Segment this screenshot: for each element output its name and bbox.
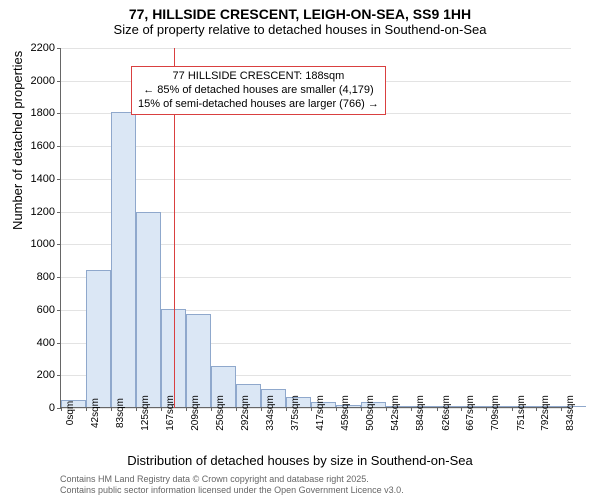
x-axis-label: Distribution of detached houses by size … (0, 453, 600, 468)
xtick-label: 417sqm (315, 395, 326, 431)
xtick-mark (311, 407, 312, 411)
xtick-label: 292sqm (240, 395, 251, 431)
xtick-mark (186, 407, 187, 411)
histogram-chart: 0200400600800100012001400160018002000220… (60, 48, 570, 408)
xtick-mark (437, 407, 438, 411)
xtick-label: 834sqm (565, 395, 576, 431)
ytick-mark (57, 343, 61, 344)
xtick-mark (261, 407, 262, 411)
ytick-mark (57, 48, 61, 49)
xtick-label: 375sqm (290, 395, 301, 431)
ytick-label: 400 (15, 337, 55, 349)
xtick-mark (386, 407, 387, 411)
chart-subtitle: Size of property relative to detached ho… (0, 22, 600, 41)
xtick-mark (286, 407, 287, 411)
xtick-label: 792sqm (540, 395, 551, 431)
xtick-mark (161, 407, 162, 411)
xtick-mark (61, 407, 62, 411)
xtick-label: 584sqm (415, 395, 426, 431)
histogram-bar (136, 212, 161, 407)
xtick-mark (111, 407, 112, 411)
xtick-mark (486, 407, 487, 411)
xtick-label: 334sqm (265, 395, 276, 431)
xtick-label: 709sqm (490, 395, 501, 431)
xtick-label: 83sqm (115, 398, 126, 428)
ytick-label: 800 (15, 271, 55, 283)
ytick-mark (57, 179, 61, 180)
ytick-label: 1200 (15, 206, 55, 218)
annotation-box: 77 HILLSIDE CRESCENT: 188sqm← 85% of det… (131, 66, 386, 115)
histogram-bar (186, 314, 211, 407)
xtick-mark (536, 407, 537, 411)
gridline (61, 179, 571, 180)
histogram-bar (86, 270, 111, 407)
xtick-mark (211, 407, 212, 411)
ytick-label: 2000 (15, 75, 55, 87)
xtick-mark (361, 407, 362, 411)
xtick-label: 42sqm (90, 398, 101, 428)
xtick-label: 250sqm (215, 395, 226, 431)
ytick-label: 0 (15, 402, 55, 414)
ytick-mark (57, 277, 61, 278)
ytick-mark (57, 310, 61, 311)
annotation-line-1: 77 HILLSIDE CRESCENT: 188sqm (138, 70, 379, 84)
ytick-label: 1000 (15, 238, 55, 250)
footer-line-2: Contains public sector information licen… (60, 485, 404, 496)
footer-line-1: Contains HM Land Registry data © Crown c… (60, 474, 404, 485)
ytick-label: 1400 (15, 173, 55, 185)
ytick-label: 200 (15, 369, 55, 381)
xtick-mark (136, 407, 137, 411)
xtick-mark (411, 407, 412, 411)
ytick-mark (57, 146, 61, 147)
footer-attribution: Contains HM Land Registry data © Crown c… (60, 474, 404, 496)
gridline (61, 146, 571, 147)
xtick-mark (336, 407, 337, 411)
xtick-label: 500sqm (365, 395, 376, 431)
ytick-label: 1600 (15, 140, 55, 152)
xtick-label: 626sqm (441, 395, 452, 431)
xtick-label: 209sqm (190, 395, 201, 431)
xtick-mark (461, 407, 462, 411)
gridline (61, 48, 571, 49)
plot-area: 0200400600800100012001400160018002000220… (60, 48, 570, 408)
ytick-label: 600 (15, 304, 55, 316)
ytick-mark (57, 113, 61, 114)
xtick-mark (86, 407, 87, 411)
ytick-mark (57, 212, 61, 213)
chart-title: 77, HILLSIDE CRESCENT, LEIGH-ON-SEA, SS9… (0, 0, 600, 22)
xtick-label: 0sqm (65, 401, 76, 425)
ytick-label: 1800 (15, 107, 55, 119)
xtick-label: 667sqm (465, 395, 476, 431)
annotation-line-2: ← 85% of detached houses are smaller (4,… (138, 84, 379, 98)
xtick-mark (561, 407, 562, 411)
xtick-label: 459sqm (340, 395, 351, 431)
xtick-label: 542sqm (390, 395, 401, 431)
annotation-line-3: 15% of semi-detached houses are larger (… (138, 98, 379, 112)
ytick-label: 2200 (15, 42, 55, 54)
xtick-label: 125sqm (140, 395, 151, 431)
ytick-mark (57, 81, 61, 82)
xtick-mark (236, 407, 237, 411)
histogram-bar (111, 112, 136, 407)
ytick-mark (57, 244, 61, 245)
xtick-mark (512, 407, 513, 411)
xtick-label: 751sqm (516, 395, 527, 431)
ytick-mark (57, 375, 61, 376)
